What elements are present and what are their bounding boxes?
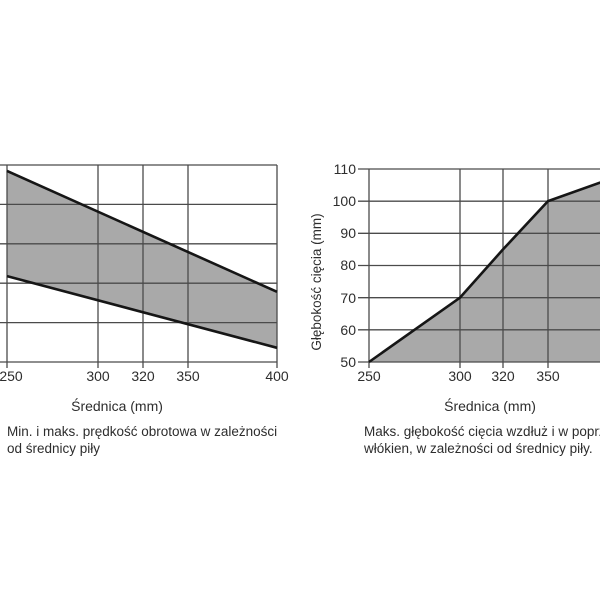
right-y-axis-title: Głębokość cięcia (mm) bbox=[309, 213, 324, 351]
left-x-axis-title: Średnica (mm) bbox=[71, 398, 163, 414]
right-y-tick-label: 70 bbox=[340, 290, 356, 306]
right-caption-line-1: Maks. głębokość cięcia wzdłuż i w poprze… bbox=[364, 424, 600, 439]
left-x-tick-label: 350 bbox=[176, 368, 200, 384]
right-x-axis-title: Średnica (mm) bbox=[444, 398, 536, 414]
left-chart-caption: Min. i maks. prędkość obrotowa w zależno… bbox=[7, 424, 277, 457]
right-y-tick-label: 90 bbox=[340, 225, 356, 241]
right-chart-caption: Maks. głębokość cięcia wzdłuż i w poprze… bbox=[364, 424, 600, 457]
right-x-tick-label: 300 bbox=[448, 368, 472, 384]
left-x-tick-label: 250 bbox=[0, 368, 23, 384]
left-x-tick-label: 300 bbox=[86, 368, 110, 384]
right-y-tick-label: 100 bbox=[332, 193, 356, 209]
left-caption-line-1: Min. i maks. prędkość obrotowa w zależno… bbox=[7, 424, 278, 439]
right-y-tick-label: 50 bbox=[340, 354, 356, 370]
right-x-tick-label: 320 bbox=[491, 368, 515, 384]
right-x-tick-label: 250 bbox=[357, 368, 381, 384]
right-y-tick-label: 60 bbox=[340, 322, 356, 338]
left-x-tick-label: 320 bbox=[131, 368, 155, 384]
right-y-tick-label: 110 bbox=[333, 161, 356, 177]
right-y-tick-label: 80 bbox=[340, 257, 356, 273]
right-caption-line-2: włókien, w zależności od średnicy piły. bbox=[364, 440, 593, 456]
left-x-tick-label: 400 bbox=[265, 368, 289, 384]
left-caption-line-2: od średnicy piły bbox=[7, 440, 101, 456]
right-x-tick-label: 350 bbox=[536, 368, 560, 384]
